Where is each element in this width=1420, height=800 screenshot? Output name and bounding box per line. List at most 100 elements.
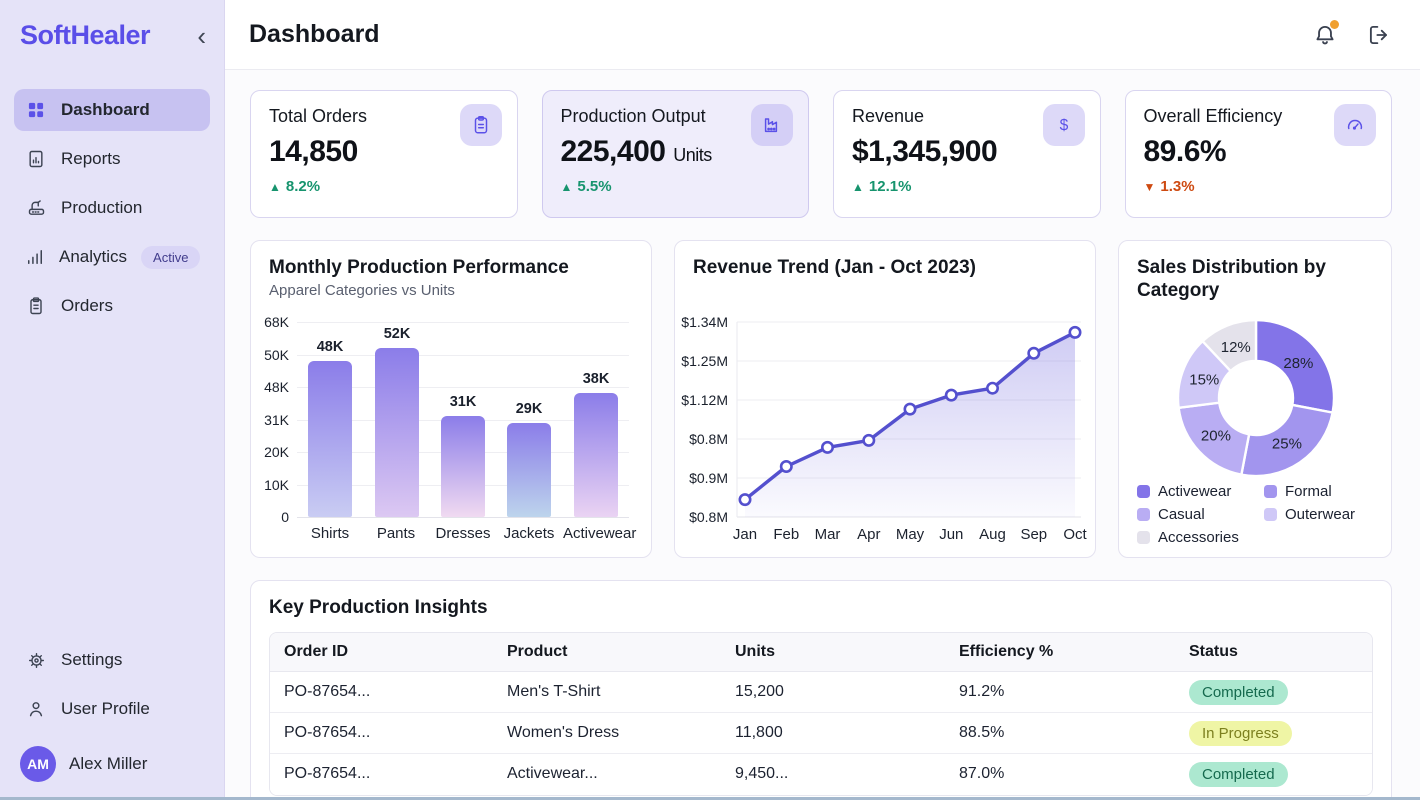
- x-axis-label: Pants: [376, 525, 416, 542]
- kpi-card-production-output: Production Output 225,400 Units ▲ 5.5%: [541, 90, 809, 218]
- kpi-card-overall-efficiency: Overall Efficiency 89.6% ▼ 1.3%: [1124, 90, 1392, 218]
- bar-chart-plot: 68K 50K 48K 31K 20K 10K 0 48K Shirts 52K Pants 31K D…: [264, 314, 636, 542]
- cell-order-id: PO-87654...: [270, 712, 493, 754]
- dashboard-grid-icon: [25, 99, 47, 121]
- svg-text:28%: 28%: [1283, 355, 1313, 372]
- legend-swatch-icon: [1137, 485, 1150, 498]
- clipboard-icon: [25, 295, 47, 317]
- cell-units: 15,200: [721, 671, 945, 713]
- bar-value-label: 29K: [515, 401, 543, 417]
- legend-item: Accessories: [1137, 529, 1260, 546]
- sidebar-item-production[interactable]: Production: [14, 187, 210, 229]
- kpi-value: $1,345,900: [852, 135, 998, 168]
- up-triangle-icon: ▲: [560, 179, 573, 194]
- donut-chart-title: Sales Distribution by Category: [1137, 257, 1326, 301]
- kpi-delta: ▲ 8.2%: [269, 178, 321, 195]
- svg-text:20%: 20%: [1201, 428, 1231, 445]
- cell-product: Activewear...: [493, 753, 721, 795]
- down-triangle-icon: ▼: [1143, 179, 1156, 194]
- charts-row: Monthly Production Performance Apparel C…: [250, 240, 1392, 558]
- col-order-id: Order ID: [270, 633, 493, 672]
- svg-text:$: $: [1059, 117, 1068, 134]
- legend-item: Formal: [1264, 483, 1387, 500]
- page-title: Dashboard: [249, 20, 380, 48]
- cell-units: 11,800: [721, 712, 945, 754]
- table-row: PO-87654... Women's Dress 11,800 88.5% I…: [270, 712, 1372, 754]
- gridline: [297, 517, 629, 518]
- kpi-card-total-orders: Total Orders 14,850 ▲ 8.2%: [250, 90, 518, 218]
- dollar-icon: $: [1042, 104, 1085, 146]
- table-row: PO-87654... Men's T-Shirt 15,200 91.2% C…: [270, 671, 1372, 713]
- kpi-value: 225,400 Units: [560, 135, 713, 168]
- bar-value-label: 48K: [316, 339, 344, 355]
- sidebar-item-analytics[interactable]: Analytics Active: [14, 236, 210, 278]
- app-logo: SoftHealer: [20, 20, 151, 50]
- factory-icon: [751, 104, 793, 146]
- gear-icon: [25, 649, 47, 671]
- cell-efficiency: 88.5%: [945, 712, 1175, 754]
- kpi-title: Production Output: [560, 106, 706, 126]
- kpi-value: 89.6%: [1143, 135, 1227, 168]
- line-chart-card: Revenue Trend (Jan - Oct 2023) $1.34M $1.…: [674, 240, 1096, 558]
- y-axis-tick: 10K: [264, 477, 289, 493]
- legend-swatch-icon: [1137, 508, 1150, 521]
- analytics-bars-icon: [25, 246, 45, 268]
- donut-chart-card: Sales Distribution by Category 28% 25% 20%…: [1118, 240, 1392, 558]
- sidebar-item-label: Settings: [61, 650, 123, 669]
- line-chart-title: Revenue Trend (Jan - Oct 2023): [693, 257, 976, 278]
- svg-text:Feb: Feb: [773, 526, 799, 543]
- svg-text:Apr: Apr: [857, 526, 880, 543]
- sidebar-item-orders[interactable]: Orders: [14, 285, 210, 327]
- cell-order-id: PO-87654...: [270, 671, 493, 713]
- up-triangle-icon: ▲: [852, 179, 864, 194]
- col-units: Units: [721, 633, 945, 672]
- sidebar: SoftHealer ‹ Dashboard Reports Product: [0, 0, 225, 800]
- svg-text:12%: 12%: [1221, 339, 1251, 356]
- bar-value-label: 31K: [449, 394, 477, 410]
- sidebar-item-label: Reports: [61, 149, 121, 168]
- sidebar-item-dashboard[interactable]: Dashboard: [14, 89, 210, 131]
- user-name: Alex Miller: [69, 754, 148, 773]
- sidebar-item-settings[interactable]: Settings: [14, 639, 210, 681]
- kpi-unit: Units: [673, 145, 712, 165]
- svg-text:15%: 15%: [1189, 371, 1219, 388]
- x-axis-label: Activewear: [563, 525, 637, 542]
- y-axis-tick: 50K: [264, 347, 289, 363]
- col-efficiency: Efficiency %: [945, 633, 1175, 672]
- y-axis-tick: 20K: [264, 444, 289, 460]
- user-icon: [25, 698, 47, 720]
- status-badge: Completed: [1189, 761, 1288, 787]
- table-row: PO-87654... Activewear... 9,450... 87.0%…: [270, 753, 1372, 795]
- insights-table-title: Key Production Insights: [269, 597, 488, 618]
- notifications-bell-icon[interactable]: [1312, 19, 1339, 48]
- svg-text:$0.8M: $0.8M: [689, 509, 728, 525]
- legend-item: Casual: [1137, 506, 1260, 523]
- legend-swatch-icon: [1264, 508, 1277, 521]
- bar-value-label: 52K: [383, 326, 411, 342]
- topbar: Dashboard: [225, 0, 1420, 70]
- cell-product: Men's T-Shirt: [493, 671, 721, 713]
- gridline: [297, 387, 629, 388]
- kpi-delta: ▲ 12.1%: [852, 178, 912, 195]
- sidebar-collapse-icon[interactable]: ‹: [197, 20, 206, 51]
- sidebar-item-label: Analytics: [59, 247, 128, 266]
- sidebar-item-reports[interactable]: Reports: [14, 138, 210, 180]
- legend-swatch-icon: [1137, 531, 1150, 544]
- logout-icon[interactable]: [1366, 22, 1392, 48]
- user-menu[interactable]: AM Alex Miller: [14, 740, 210, 782]
- y-axis-tick: 0: [281, 509, 289, 525]
- svg-text:Jun: Jun: [939, 526, 963, 543]
- legend-item: Outerwear: [1264, 506, 1387, 523]
- insights-table-card: Key Production Insights Order ID Product…: [250, 580, 1392, 800]
- bottom-scrollbar[interactable]: [0, 797, 1420, 800]
- up-triangle-icon: ▲: [269, 179, 281, 194]
- sidebar-item-user-profile[interactable]: User Profile: [14, 688, 210, 730]
- cell-status: In Progress: [1175, 712, 1372, 754]
- insights-table: Order ID Product Units Efficiency % Stat…: [270, 633, 1372, 795]
- gridline: [297, 355, 629, 356]
- svg-text:$1.12M: $1.12M: [681, 392, 728, 408]
- y-axis-tick: 31K: [264, 412, 289, 428]
- cell-status: Completed: [1175, 753, 1372, 795]
- y-axis-tick: 48K: [264, 379, 289, 395]
